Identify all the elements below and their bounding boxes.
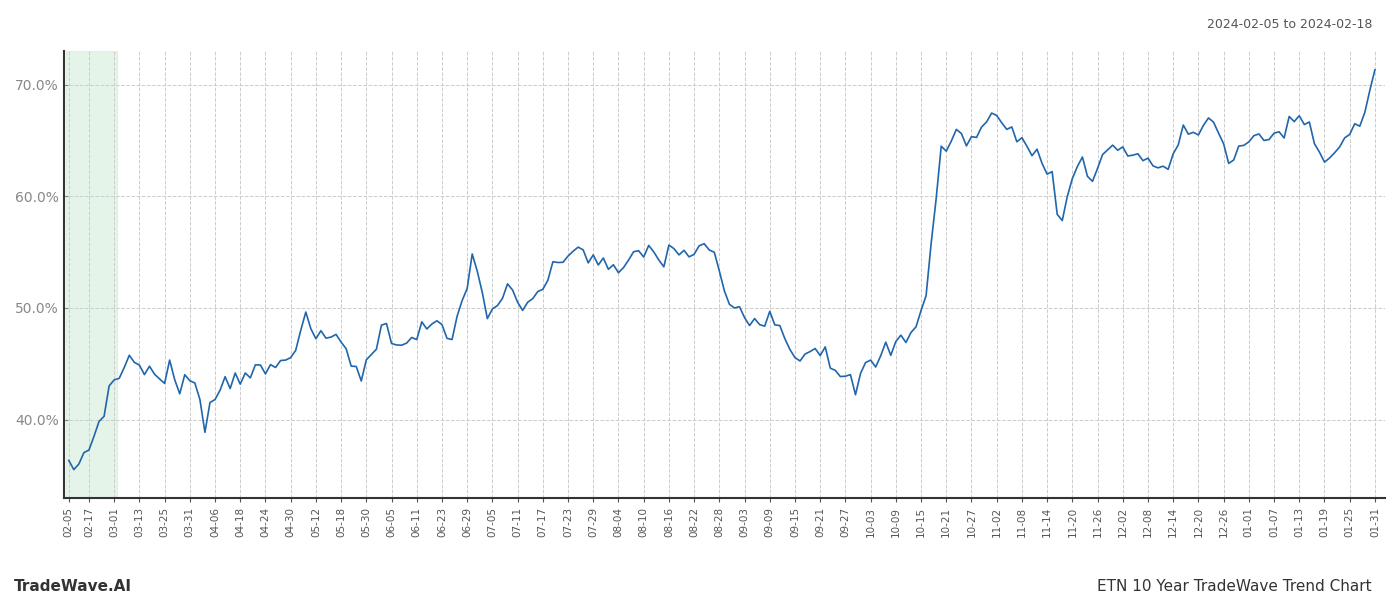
Text: ETN 10 Year TradeWave Trend Chart: ETN 10 Year TradeWave Trend Chart (1098, 579, 1372, 594)
Text: 2024-02-05 to 2024-02-18: 2024-02-05 to 2024-02-18 (1207, 18, 1372, 31)
Bar (66, 51, 116, 498)
Text: TradeWave.AI: TradeWave.AI (14, 579, 132, 594)
